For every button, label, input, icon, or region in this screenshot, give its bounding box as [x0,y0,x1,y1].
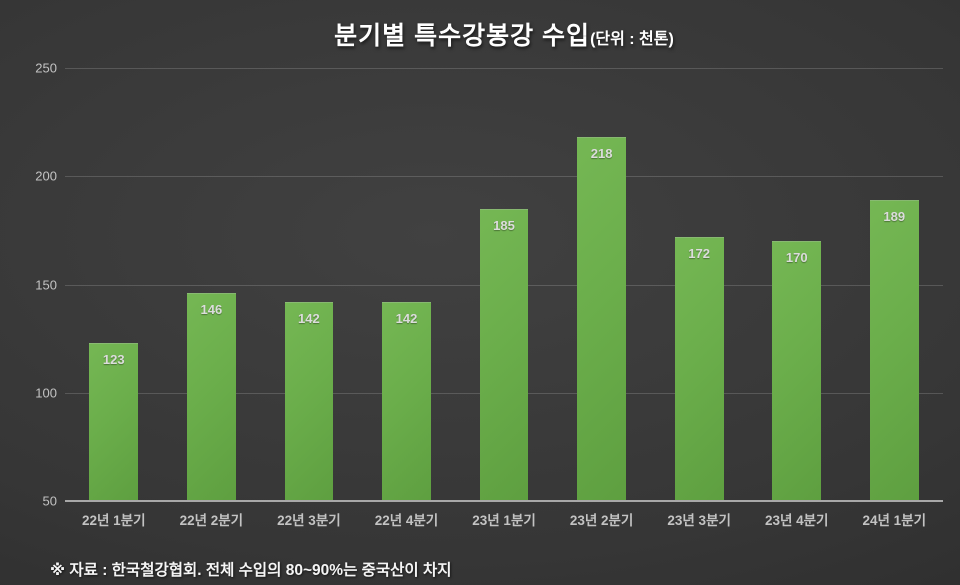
gridline-200 [65,176,943,178]
bar-value-label: 189 [883,209,906,225]
x-category-label: 23년 4분기 [764,513,829,528]
bar-22년 3분기[interactable]: 142 [284,301,334,501]
x-category-label: 23년 3분기 [667,513,731,528]
bar-24년 1분기[interactable]: 189 [869,200,919,501]
chart-title-unit: (단위 : 천톤) [590,31,674,48]
bar-slot: 142 [260,68,358,501]
bar-slot: 142 [358,68,456,501]
bar-slot: 218 [553,68,651,501]
x-category-label: 23년 2분기 [569,513,634,528]
bar-value-label: 185 [493,217,515,233]
bar-value-label: 123 [102,351,125,367]
gridline-250 [65,68,943,69]
y-tick-label: 200 [35,168,57,184]
bar-value-label: 142 [395,310,418,326]
x-axis-category-labels: 22년 1분기 22년 2분기 22년 3분기 22년 4분기 23년 1분기 23년 2… [65,509,943,529]
chart-title-main: 분기별 특수강봉강 수입 [334,22,591,50]
chart-title: 분기별 특수강봉강 수입(단위 : 천톤) [65,16,943,52]
bar-slot: 189 [846,68,944,501]
plot-area: 250 200 150 100 50 123 146 142 142 185 218 172 170 1… [35,61,943,509]
x-category-label: 22년 1분기 [82,513,146,528]
x-category-label: 22년 4분기 [374,513,439,528]
y-tick-label: 150 [35,277,57,292]
bar-slot: 185 [455,68,553,501]
bar-value-label: 142 [298,310,320,326]
source-note: ※ 자료 : 한국철강협회. 전체 수입의 80~90%는 중국산이 차지 [50,562,452,579]
y-tick-label: 250 [35,60,57,76]
x-category-label: 22년 2분기 [179,513,244,528]
x-axis-line [65,500,943,502]
bars: 123 146 142 142 185 218 172 170 189 [65,68,943,501]
bar-22년 4분기[interactable]: 142 [382,301,431,501]
bar-slot: 123 [65,68,163,501]
bar-23년 2분기[interactable]: 218 [577,137,626,501]
bar-22년 2분기[interactable]: 146 [186,293,236,501]
x-category-label: 22년 3분기 [277,513,341,528]
bar-22년 1분기[interactable]: 123 [89,342,139,501]
bar-23년 1분기[interactable]: 185 [479,208,529,501]
y-tick-label: 50 [42,493,57,509]
x-category-label: 23년 1분기 [472,513,536,528]
bar-value-label: 218 [590,146,613,162]
bar-23년 4분기[interactable]: 170 [772,241,822,501]
bar-slot: 172 [650,68,748,501]
y-tick-label: 100 [35,385,57,401]
bar-value-label: 172 [688,245,710,261]
bar-slot: 146 [163,68,261,501]
bar-value-label: 146 [200,302,223,318]
bar-value-label: 170 [785,250,808,266]
bar-23년 3분기[interactable]: 172 [674,236,724,501]
bar-slot: 170 [748,68,846,501]
x-category-label: 24년 1분기 [862,513,927,528]
